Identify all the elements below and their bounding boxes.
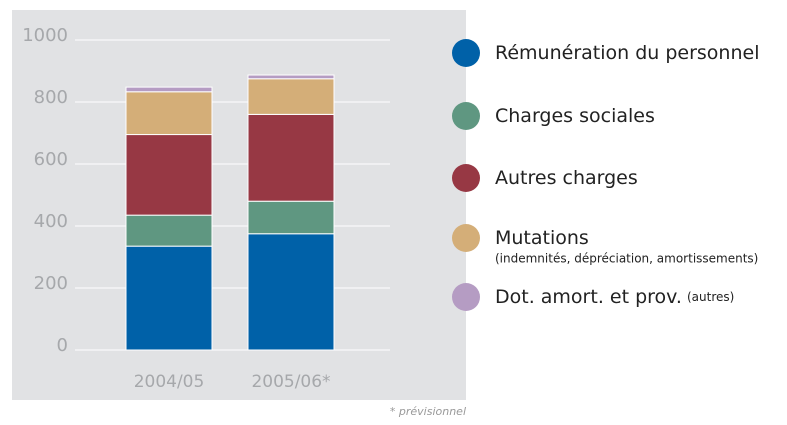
bar-segment (125, 86, 213, 93)
legend-label: Dot. amort. et prov. (autres) (495, 286, 734, 308)
legend-swatch (452, 283, 480, 311)
bar-segment (247, 113, 335, 202)
legend-name: Charges sociales (495, 105, 655, 127)
bar-segment (125, 134, 213, 216)
legend-label: Autres charges (495, 167, 638, 189)
y-tick-label: 800 (34, 87, 68, 108)
x-tick-label: 2005/06* (251, 372, 330, 392)
y-tick-label: 1000 (22, 25, 68, 46)
legend-swatch (452, 224, 480, 252)
y-tick-label: 200 (34, 273, 68, 294)
legend-label: Charges sociales (495, 105, 655, 127)
bar-segment (125, 91, 213, 136)
bar-segment (247, 78, 335, 115)
bar-segment (247, 200, 335, 235)
legend-note: (indemnités, dépréciation, amortissement… (495, 252, 758, 266)
bar-segment (125, 245, 213, 351)
plot-background (12, 10, 466, 400)
legend-name: Rémunération du personnel (495, 42, 760, 64)
footnote: * prévisionnel (390, 405, 466, 418)
bar-segment (125, 214, 213, 247)
bar-segment (247, 233, 335, 351)
x-tick-label: 2004/05 (134, 372, 205, 392)
legend-swatch (452, 164, 480, 192)
legend-note: (autres) (687, 290, 734, 304)
legend-name: Autres charges (495, 167, 638, 189)
y-tick-label: 0 (57, 335, 68, 356)
legend-swatch (452, 102, 480, 130)
legend-swatch (452, 39, 480, 67)
bar-segment (247, 74, 335, 80)
legend-label: Mutations (495, 227, 589, 249)
y-tick-label: 600 (34, 149, 68, 170)
y-tick-label: 400 (34, 211, 68, 232)
legend-label: Rémunération du personnel (495, 42, 760, 64)
legend-name: Dot. amort. et prov. (495, 286, 682, 308)
legend-name: Mutations (495, 227, 589, 249)
